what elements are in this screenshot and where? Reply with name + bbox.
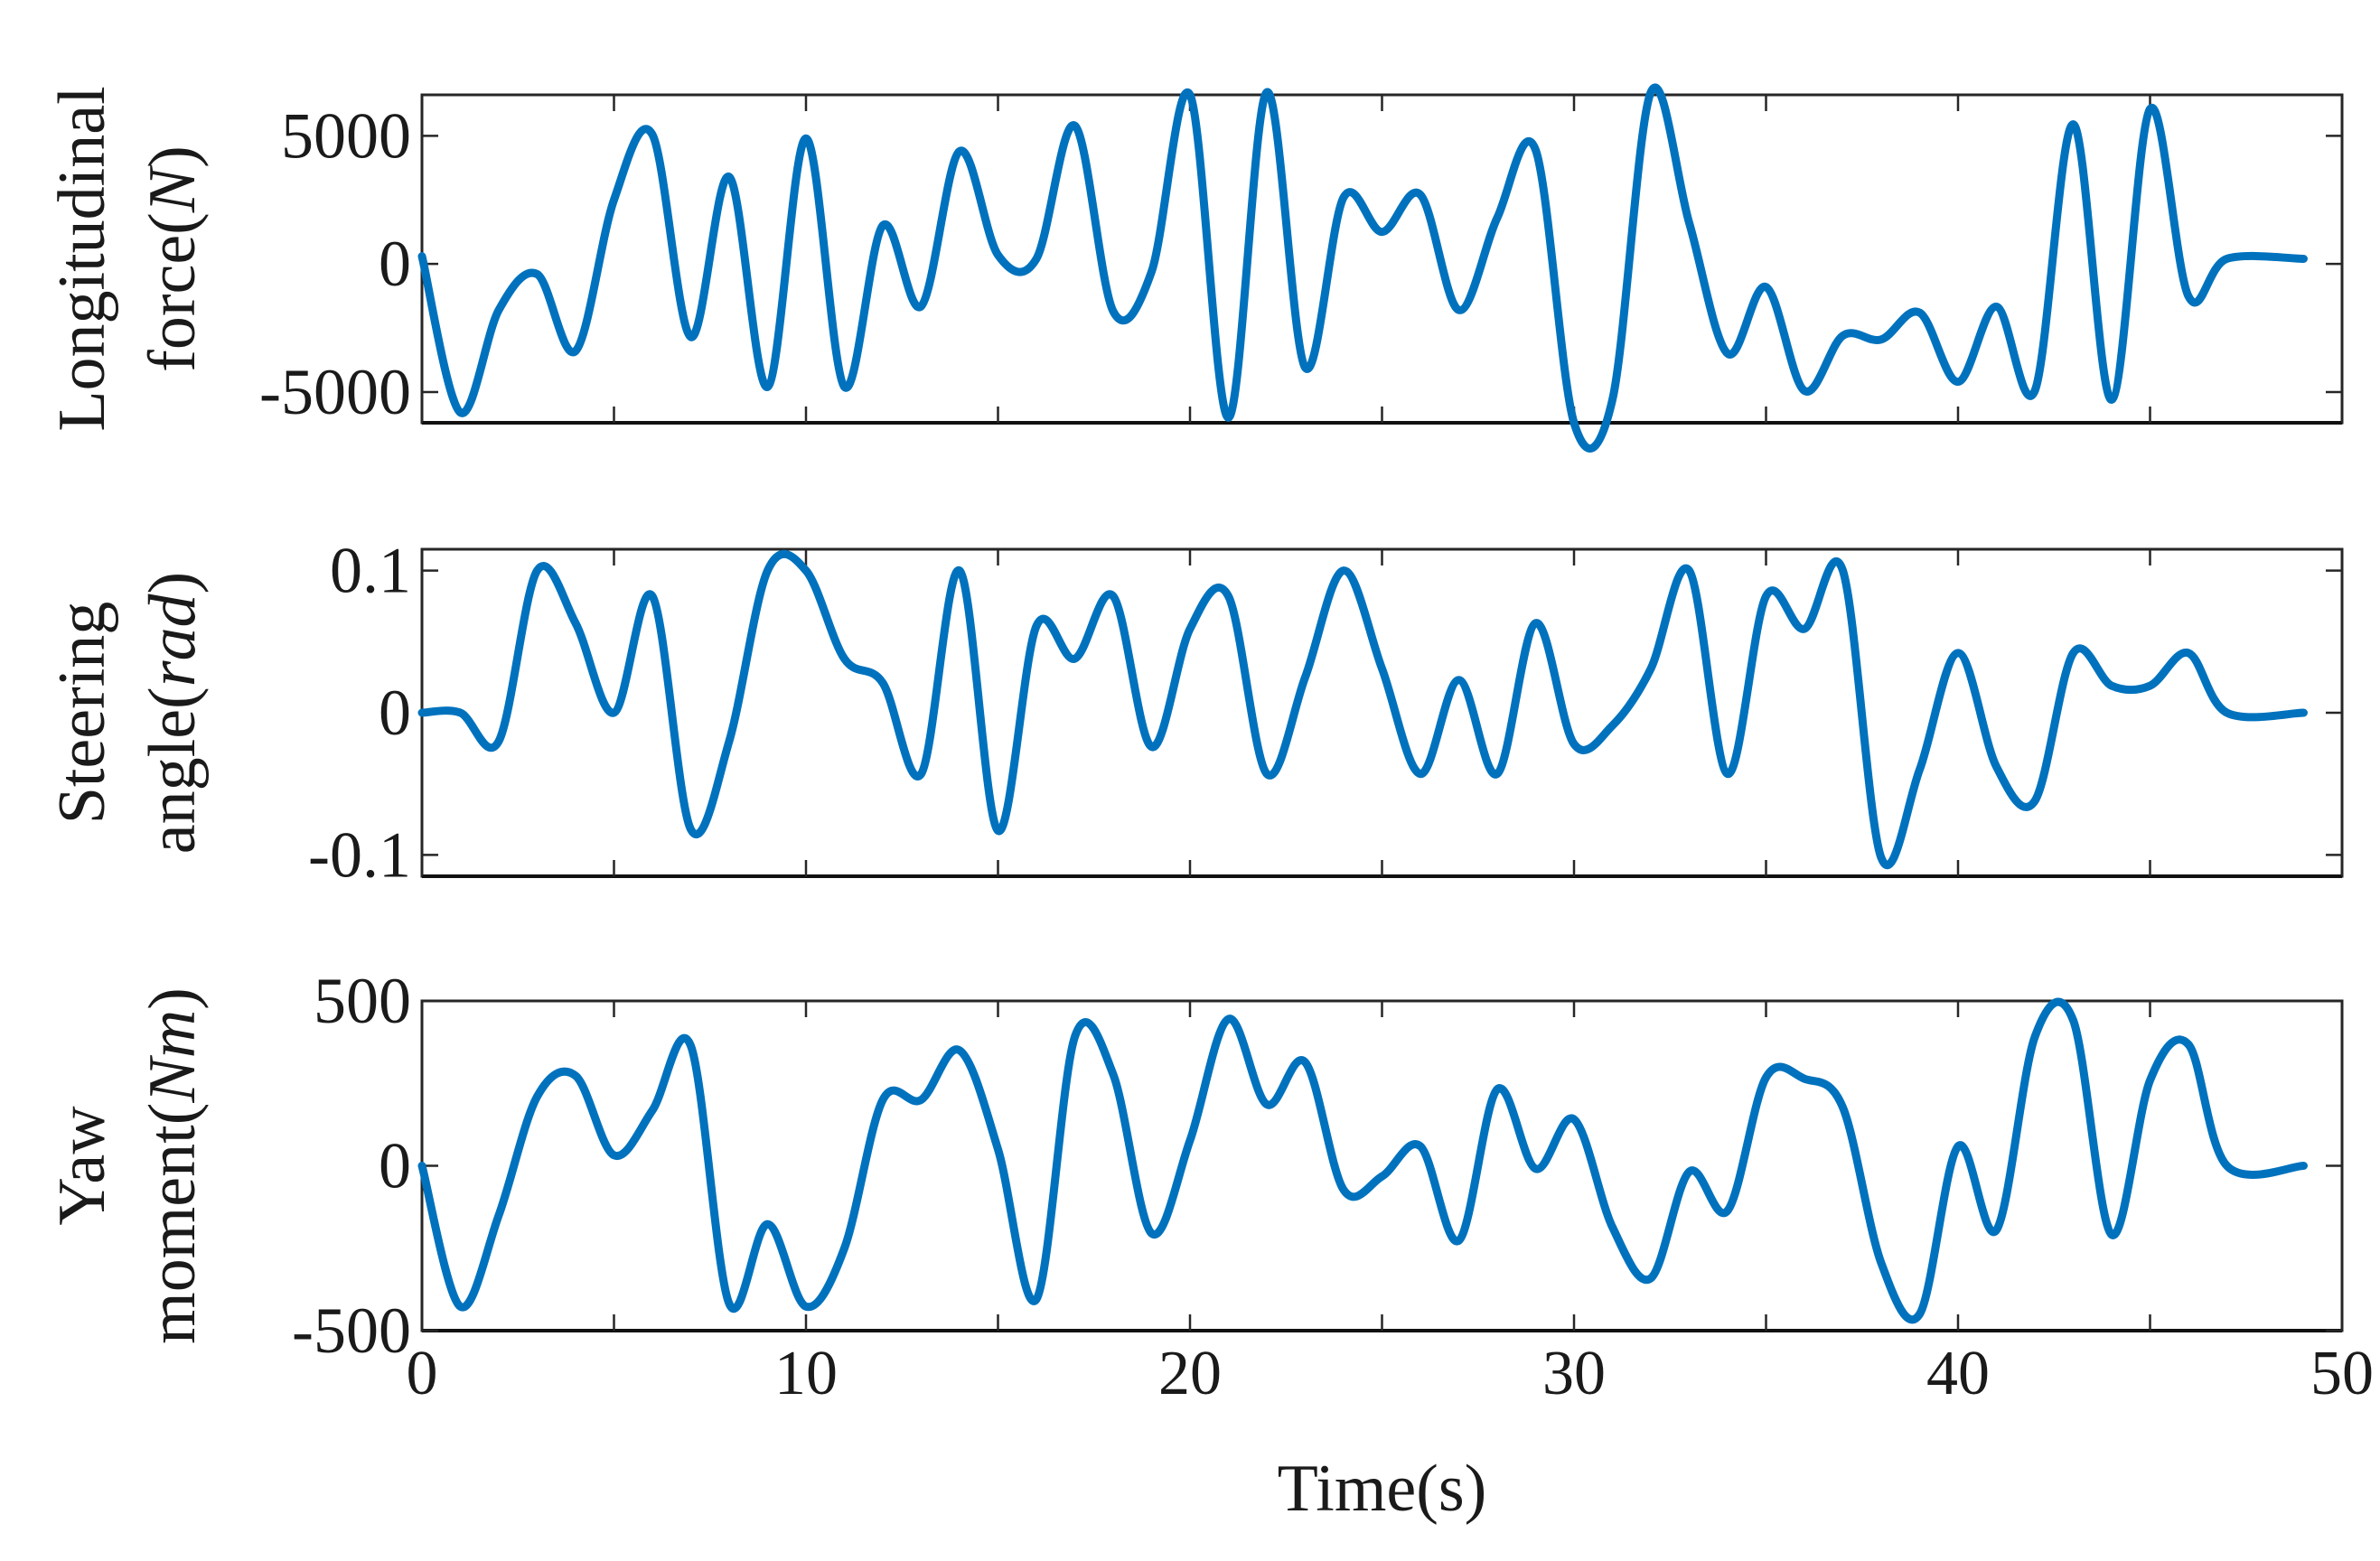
y-axis-label: angle(rad): [136, 572, 210, 854]
y-tick-label: 5000: [281, 99, 411, 172]
y-tick-label: -500: [292, 1295, 411, 1367]
y-label-text: force(: [136, 212, 210, 372]
y-label-text: ): [136, 145, 210, 168]
y-label-text: ): [136, 987, 210, 1010]
y-axis-label: Longitudinal: [45, 86, 119, 431]
y-tick-label: 0: [379, 677, 411, 749]
panel-1: -5000 0 5000 Longitudinal force(N): [45, 83, 2344, 453]
y-tick-label: -5000: [259, 356, 411, 428]
series-line: [417, 997, 2308, 1324]
series-line: [417, 549, 2308, 870]
y-axis-label: moment(Nm): [136, 987, 210, 1344]
y-label-text: moment(: [136, 1103, 210, 1344]
y-label-unit: rad: [136, 593, 210, 687]
x-tick-label: 30: [1542, 1339, 1606, 1408]
series-line: [417, 83, 2308, 453]
y-tick-label: -0.1: [308, 818, 411, 891]
y-tick-label: 0.1: [330, 535, 411, 607]
y-axis-label: Steering: [45, 602, 119, 825]
y-tick-label: 0: [379, 1130, 411, 1202]
y-axis-label: Yaw: [45, 1106, 119, 1226]
y-label-unit: Nm: [136, 1010, 210, 1104]
y-axis-label: force(N): [136, 145, 210, 372]
panel-2: -0.1 0 0.1 Steering angle(rad): [45, 535, 2344, 891]
x-tick-label: 20: [1158, 1339, 1222, 1408]
x-axis-label: Time(s): [1278, 1452, 1487, 1526]
x-tick-label: 10: [774, 1339, 838, 1408]
y-tick-label: 0: [379, 228, 411, 300]
y-tick-label: 500: [314, 965, 411, 1037]
x-tick-label: 40: [1926, 1339, 1990, 1408]
x-tick-label: 0: [407, 1339, 438, 1408]
y-label-text: ): [136, 572, 210, 594]
y-label-text: angle(: [136, 687, 210, 854]
x-tick-label: 50: [2310, 1339, 2374, 1408]
y-label-unit: N: [136, 164, 210, 213]
